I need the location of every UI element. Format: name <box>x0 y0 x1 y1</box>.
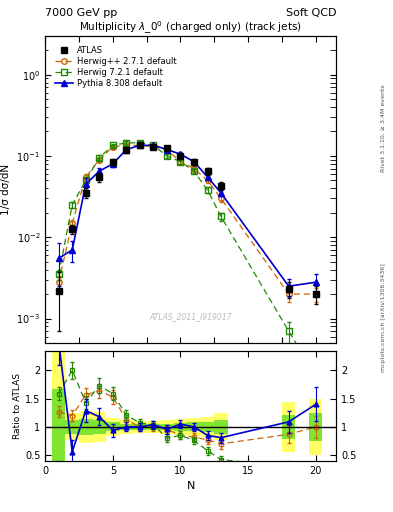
Text: ATLAS_2011_I919017: ATLAS_2011_I919017 <box>149 312 232 322</box>
Y-axis label: Ratio to ATLAS: Ratio to ATLAS <box>13 373 22 439</box>
Text: mcplots.cern.ch [arXiv:1306.3436]: mcplots.cern.ch [arXiv:1306.3436] <box>381 263 386 372</box>
Text: Rivet 3.1.10, ≥ 3.4M events: Rivet 3.1.10, ≥ 3.4M events <box>381 84 386 172</box>
Title: Multiplicity $\lambda\_0^0$ (charged only) (track jets): Multiplicity $\lambda\_0^0$ (charged onl… <box>79 19 302 36</box>
Y-axis label: 1/σ dσ/dN: 1/σ dσ/dN <box>1 164 11 215</box>
X-axis label: N: N <box>186 481 195 491</box>
Legend: ATLAS, Herwig++ 2.7.1 default, Herwig 7.2.1 default, Pythia 8.308 default: ATLAS, Herwig++ 2.7.1 default, Herwig 7.… <box>52 43 179 90</box>
Text: 7000 GeV pp: 7000 GeV pp <box>45 8 118 18</box>
Text: Soft QCD: Soft QCD <box>286 8 336 18</box>
